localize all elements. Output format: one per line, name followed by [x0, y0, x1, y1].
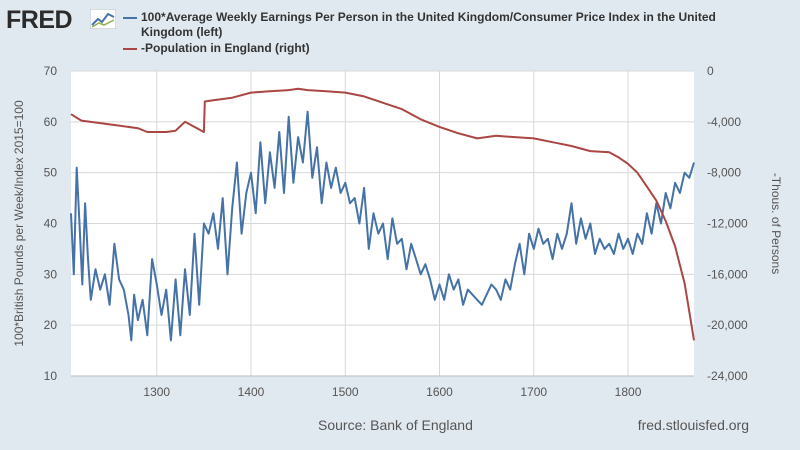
y-tick-label-left: 70 — [44, 64, 58, 78]
legend-item-right-series[interactable]: -Population in England (right) — [123, 41, 763, 56]
chart-trend-icon — [90, 9, 116, 29]
legend-label-left-series: 100*Average Weekly Earnings Per Person i… — [141, 10, 716, 39]
x-tick-label: 1700 — [520, 385, 547, 399]
y-tick-label-right: -4,000 — [707, 115, 741, 129]
y-tick-label-left: 60 — [44, 115, 58, 129]
legend-swatch-red — [123, 48, 137, 50]
chart-legend: 100*Average Weekly Earnings Per Person i… — [123, 10, 763, 57]
series-line-population — [70, 87, 695, 341]
x-tick-label: 1300 — [143, 385, 170, 399]
site-link[interactable]: fred.stlouisfed.org — [637, 417, 749, 433]
x-tick-label: 1600 — [426, 385, 453, 399]
y-tick-label-right: -12,000 — [707, 217, 748, 231]
y-tick-label-left: 30 — [44, 267, 58, 281]
y-tick-label-right: -16,000 — [707, 267, 748, 281]
series-line-earnings — [70, 110, 695, 342]
y-tick-label-left: 40 — [44, 217, 58, 231]
y-axis-label-right: -Thous. of Persons — [769, 173, 783, 274]
y-tick-label-right: -20,000 — [707, 318, 748, 332]
fred-logo[interactable]: FRED — [6, 6, 73, 34]
y-tick-label-left: 50 — [44, 166, 58, 180]
y-tick-label-right: -8,000 — [707, 166, 741, 180]
legend-swatch-blue — [123, 17, 137, 19]
source-label: Source: Bank of England — [318, 417, 473, 433]
y-tick-label-right: 0 — [707, 64, 714, 78]
y-axis-label-left: 100*British Pounds per Week/Index 2015=1… — [12, 100, 26, 347]
y-tick-label-left: 20 — [44, 318, 58, 332]
y-tick-label-right: -24,000 — [707, 369, 748, 383]
x-tick-label: 1800 — [615, 385, 642, 399]
x-tick-label: 1500 — [332, 385, 359, 399]
y-tick-label-left: 10 — [44, 369, 58, 383]
x-tick-label: 1400 — [238, 385, 265, 399]
legend-item-left-series[interactable]: 100*Average Weekly Earnings Per Person i… — [123, 10, 763, 40]
legend-label-right-series: -Population in England (right) — [141, 41, 310, 55]
